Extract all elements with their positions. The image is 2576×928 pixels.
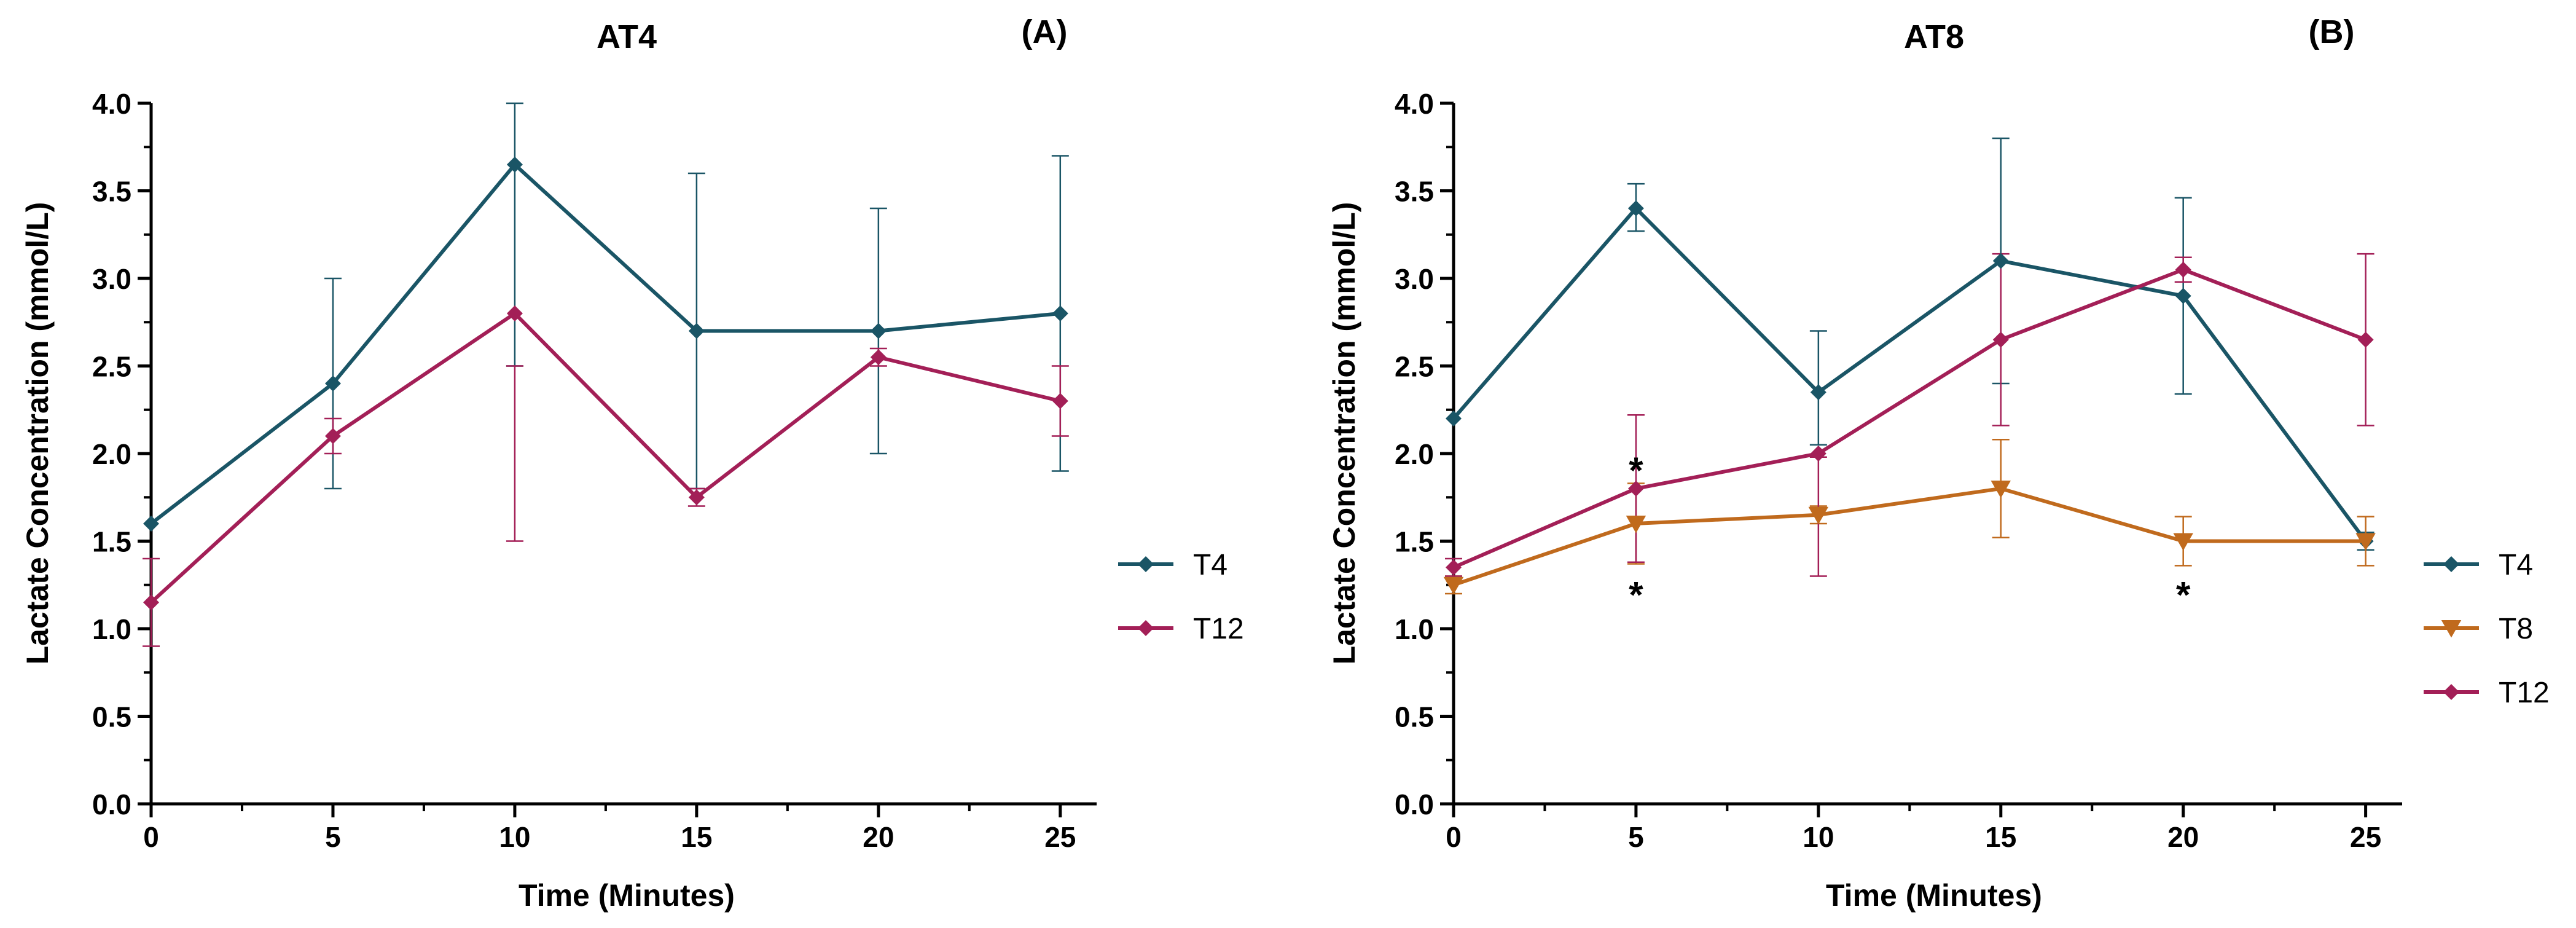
y-tick-label: 4.0 (92, 88, 131, 120)
data-point-t12 (1627, 481, 1644, 497)
data-point-t4 (1052, 305, 1068, 321)
legend-item-t8: T8 (2424, 613, 2533, 645)
data-point-t4 (688, 323, 705, 339)
panel-b-title: AT8 (1904, 18, 1964, 55)
y-tick-label: 3.5 (1395, 176, 1434, 208)
x-tick-label: 0 (143, 821, 159, 853)
data-point-t12 (1446, 559, 1462, 576)
panel-b-label: (B) (2309, 14, 2355, 50)
legend-label: T4 (1193, 549, 1227, 581)
legend-item-t4: T4 (2424, 549, 2533, 581)
y-tick-label: 4.0 (1395, 88, 1434, 120)
data-point-t4 (1992, 253, 2009, 269)
x-tick-label: 5 (325, 821, 341, 853)
data-point-t4 (324, 376, 341, 391)
series-line-t4 (1452, 206, 2368, 543)
x-tick-label: 20 (863, 821, 894, 853)
error-bar-t12 (506, 365, 523, 542)
y-tick-label: 0.0 (92, 788, 131, 820)
x-tick-label: 5 (1628, 821, 1644, 853)
data-point-t12 (1052, 393, 1068, 409)
series-line-t12 (1452, 267, 2367, 570)
panel-a: AT4 (A) Time (Minutes) Lactate Concentra… (20, 14, 1244, 913)
data-point-t8 (1443, 576, 1464, 595)
data-point-t4 (1627, 200, 1644, 216)
x-tick-label: 20 (2167, 821, 2199, 853)
error-bar-t4 (506, 102, 523, 367)
legend-label: T8 (2499, 613, 2533, 645)
legend-marker (2441, 620, 2462, 638)
x-tick-label: 0 (1446, 821, 1462, 853)
y-tick-label: 3.5 (92, 176, 131, 208)
series-line-t4 (150, 162, 1061, 525)
y-tick-label: 1.0 (1395, 613, 1434, 645)
data-point-t12 (870, 349, 887, 366)
legend-item-t12: T12 (1118, 613, 1244, 645)
series-line-t12 (149, 312, 1061, 604)
legend-label: T12 (2499, 677, 2550, 709)
data-point-t12 (2175, 261, 2191, 278)
panel-b-x-axis-label: Time (Minutes) (1826, 878, 2042, 913)
panel-a-x-axis-label: Time (Minutes) (519, 878, 735, 913)
legend-label: T12 (1193, 613, 1244, 645)
legend-label: T4 (2499, 549, 2533, 581)
y-tick-label: 2.0 (1395, 438, 1434, 470)
data-point-t4 (1446, 411, 1462, 427)
panel-b-legend: T4 T8 T12 (2424, 549, 2550, 709)
significance-asterisk: * (1629, 574, 1643, 615)
panel-a-legend: T4 T12 (1118, 549, 1244, 645)
y-tick-label: 0.0 (1395, 788, 1434, 820)
panel-b: AT8 (B) Time (Minutes) Lactate Concentra… (1327, 14, 2550, 913)
y-tick-label: 3.0 (1395, 263, 1434, 295)
y-tick-label: 0.5 (1395, 701, 1434, 733)
legend-item-t12: T12 (2424, 677, 2550, 709)
data-point-t8 (2173, 533, 2193, 551)
data-point-t4 (143, 516, 159, 532)
y-tick-label: 2.5 (1395, 351, 1434, 383)
data-point-t4 (506, 156, 523, 173)
y-tick-label: 2.5 (92, 351, 131, 383)
data-point-t12 (1992, 331, 2009, 348)
series-line-t8 (1453, 487, 2366, 587)
data-point-t12 (688, 489, 705, 506)
y-tick-label: 2.0 (92, 438, 131, 470)
legend-marker (2443, 684, 2459, 700)
panel-b-plot-area: 0.0 0.5 1.0 1.5 2.0 2.5 3.0 3.5 4.0 0 5 10 15 20 25 * * * (1395, 88, 2402, 853)
data-point-t12 (324, 428, 341, 444)
data-point-t8 (1991, 481, 2011, 498)
data-point-t8 (2355, 533, 2376, 551)
legend-marker (1138, 556, 1154, 572)
panel-a-y-axis-label: Lactate Concentration (mmol/L) (20, 202, 55, 665)
y-tick-label: 3.0 (92, 263, 131, 295)
y-tick-label: 1.5 (92, 526, 131, 558)
panel-a-plot-area: 0.0 0.5 1.0 1.5 2.0 2.5 3.0 3.5 4.0 0 5 10 15 20 25 (92, 88, 1097, 853)
x-tick-label: 25 (2350, 821, 2381, 853)
x-tick-label: 15 (681, 821, 712, 853)
data-point-t12 (506, 305, 523, 321)
data-point-t12 (1810, 446, 1826, 462)
y-tick-label: 1.0 (92, 613, 131, 645)
x-tick-label: 25 (1044, 821, 1076, 853)
y-tick-label: 0.5 (92, 701, 131, 733)
panel-a-label: (A) (1022, 14, 1068, 50)
panel-a-title: AT4 (597, 18, 657, 55)
data-point-t8 (1626, 516, 1646, 533)
legend-marker (2443, 556, 2459, 572)
data-point-t4 (1810, 384, 1826, 401)
x-tick-label: 10 (499, 821, 530, 853)
panel-b-y-axis-label: Lactate Concentration (mmol/L) (1327, 202, 1361, 665)
legend-item-t4: T4 (1118, 549, 1227, 581)
legend-marker (1138, 620, 1154, 636)
data-point-t8 (1808, 506, 1829, 525)
data-point-t12 (143, 594, 159, 611)
x-tick-label: 15 (1985, 821, 2016, 853)
data-point-t4 (870, 323, 887, 339)
data-point-t4 (2175, 288, 2191, 304)
data-point-t12 (2357, 331, 2374, 348)
y-tick-label: 1.5 (1395, 526, 1434, 558)
significance-asterisk: * (1629, 450, 1643, 491)
x-tick-label: 10 (1803, 821, 1834, 853)
significance-asterisk: * (2176, 574, 2191, 615)
